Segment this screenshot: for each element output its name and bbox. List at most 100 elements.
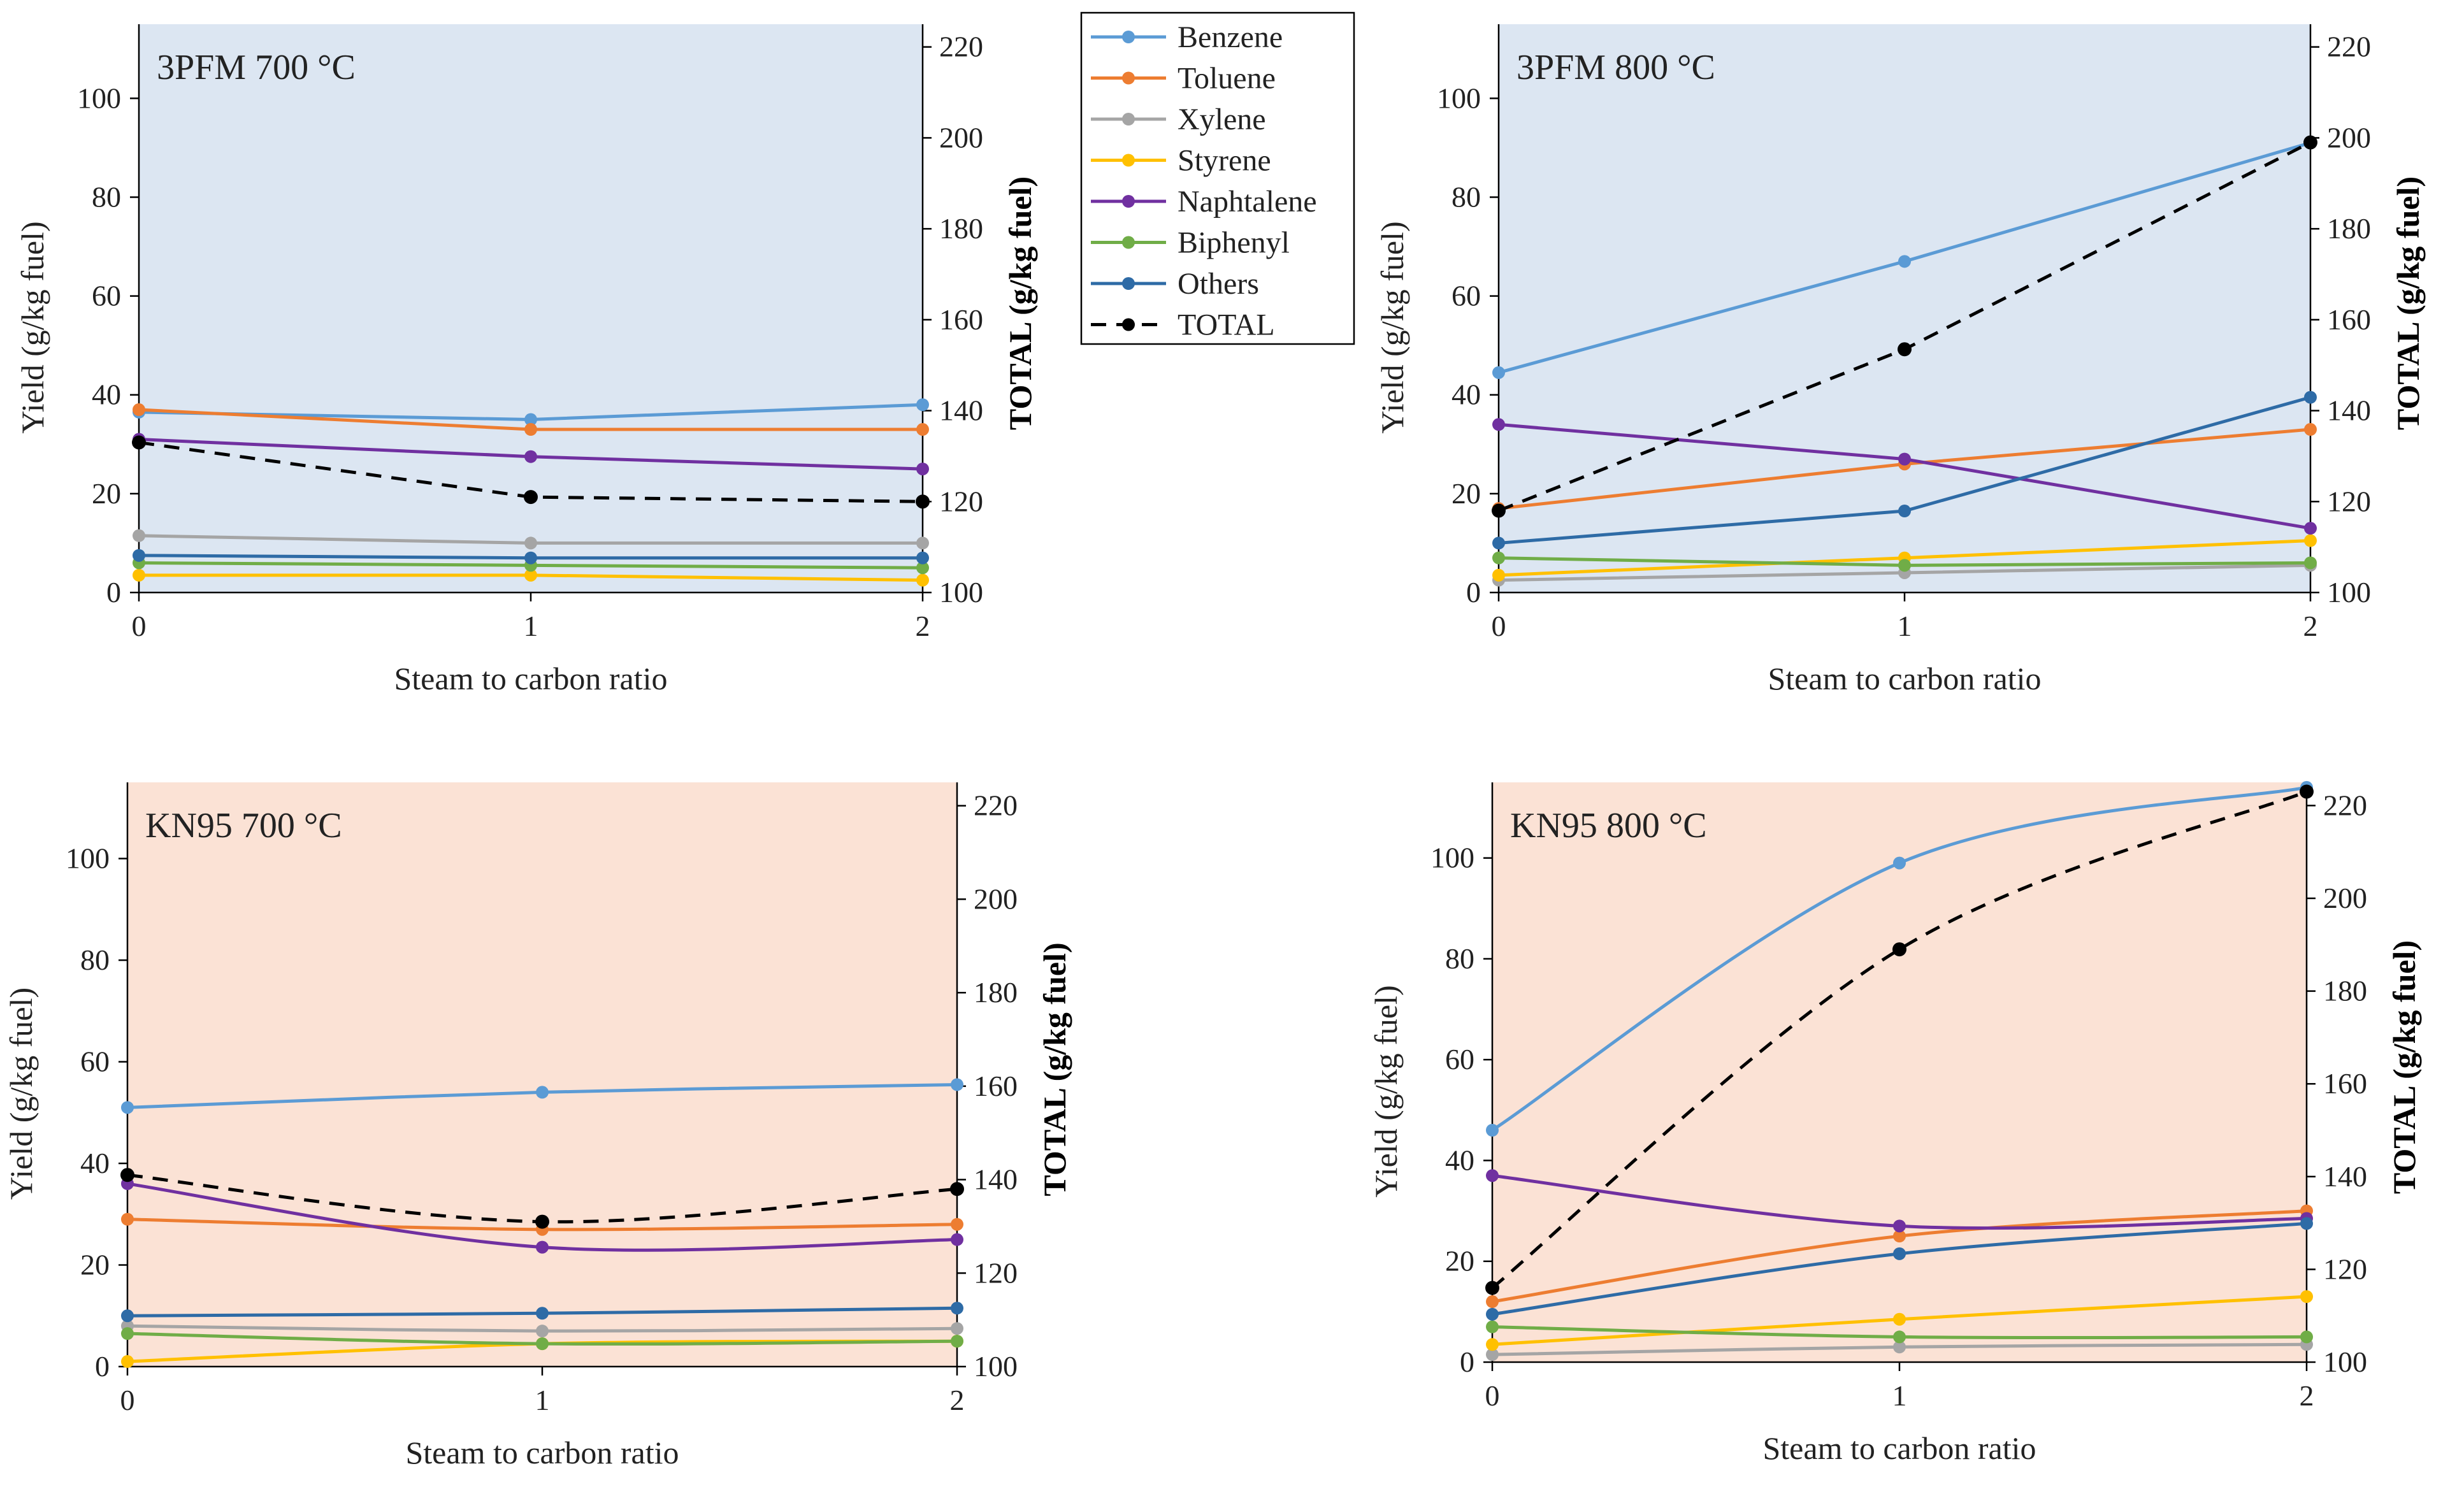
series-others: [133, 549, 929, 564]
chart-panel-3: 0 20 40 60 80 100 100 120 140 160 180 200 220 0 1 2 Stea…: [3, 782, 1072, 1470]
legend-label: Toluene: [1178, 62, 1276, 96]
data-point: [524, 490, 538, 505]
legend: Benzene Toluene Xylene Styrene Naphtalene Bip…: [1080, 11, 1355, 345]
x-axis-label: Steam to carbon ratio: [405, 1435, 679, 1470]
series-styrene: [1486, 1290, 2313, 1351]
data-point: [2304, 556, 2317, 570]
y2-tick-label: 120: [939, 485, 983, 517]
data-point: [951, 1322, 963, 1335]
legend-swatch-marker: [1122, 71, 1135, 85]
y2-tick-label: 200: [939, 121, 983, 154]
data-point: [916, 463, 929, 476]
series-total: [1492, 135, 2317, 518]
y-tick-label: 80: [1452, 180, 1481, 213]
legend-swatch-marker: [1122, 236, 1135, 249]
y2-axis-label: TOTAL (g/kg fuel): [2390, 176, 2426, 430]
y-tick-label: 20: [1452, 477, 1481, 510]
data-point: [1486, 1169, 1499, 1182]
data-point: [1486, 1338, 1499, 1351]
data-point: [2300, 784, 2314, 799]
y2-tick-label: 100: [2327, 576, 2371, 608]
y-tick-label: 0: [106, 576, 121, 608]
legend-item-biphenyl: Biphenyl: [1091, 226, 1290, 260]
data-point: [1898, 505, 1911, 518]
data-point: [1893, 1330, 1906, 1344]
series-others: [121, 1302, 963, 1323]
data-point: [1893, 1247, 1906, 1260]
chart-panel-4: 0 20 40 60 80 100 100 120 140 160 180 200 220 0 1 2 Stea…: [1368, 780, 2422, 1466]
x-tick-label: 0: [1485, 1379, 1500, 1412]
y-tick-label: 80: [92, 180, 121, 213]
data-point: [1492, 536, 1505, 550]
chart-panel-2: 0 20 40 60 80 100 100 120 140 160 180 200 220 0 1 2 Stea…: [1374, 24, 2426, 696]
x-tick-label: 0: [1492, 610, 1506, 642]
x-tick-label: 2: [916, 610, 930, 642]
y-tick-label: 60: [80, 1045, 110, 1078]
data-point: [1898, 559, 1911, 572]
series-total: [1485, 784, 2314, 1295]
chart-title: 3PFM 700 °C: [157, 48, 356, 87]
data-point: [2300, 1290, 2313, 1304]
data-point: [121, 1309, 134, 1323]
y-tick-label: 20: [1445, 1245, 1474, 1277]
data-point: [2304, 534, 2317, 547]
series-total: [132, 435, 930, 509]
series-others: [1492, 391, 2317, 550]
y-tick-label: 80: [1445, 942, 1474, 975]
y-axis-label: Yield (g/kg fuel): [1374, 221, 1410, 433]
y2-tick-label: 120: [2327, 485, 2371, 517]
y2-tick-label: 180: [939, 212, 983, 245]
y-tick-label: 20: [92, 477, 121, 510]
x-tick-label: 1: [1898, 610, 1912, 642]
series-benzene: [121, 1078, 963, 1114]
data-point: [132, 435, 146, 450]
data-point: [916, 536, 929, 550]
legend-item-others: Others: [1091, 267, 1259, 301]
y2-tick-label: 160: [2327, 303, 2371, 336]
y2-tick-label: 160: [974, 1070, 1018, 1102]
y-tick-label: 80: [80, 944, 110, 976]
x-tick-label: 1: [535, 1384, 550, 1416]
y-axis-label: Yield (g/kg fuel): [15, 221, 50, 433]
data-point: [524, 413, 537, 426]
data-point: [951, 1302, 963, 1315]
y-tick-label: 0: [1460, 1346, 1474, 1378]
y2-tick-label: 120: [2323, 1253, 2367, 1285]
y-tick-label: 0: [95, 1350, 110, 1383]
y2-tick-label: 200: [2327, 121, 2371, 154]
series-line: [1491, 790, 2307, 1289]
series-xylene: [133, 529, 929, 550]
legend-label: Styrene: [1178, 144, 1271, 178]
legend-item-xylene: Xylene: [1091, 103, 1266, 136]
series-biphenyl: [121, 1327, 963, 1351]
data-point: [121, 1355, 134, 1368]
x-axis-label: Steam to carbon ratio: [1768, 661, 2041, 696]
legend-item-styrene: Styrene: [1091, 144, 1271, 178]
y-tick-label: 0: [1466, 576, 1481, 608]
y-axis-label: Yield (g/kg fuel): [1368, 985, 1404, 1197]
y-tick-label: 100: [1437, 82, 1481, 114]
data-point: [121, 1327, 134, 1340]
y2-tick-label: 100: [974, 1350, 1018, 1383]
data-point: [536, 1240, 549, 1254]
x-axis-label: Steam to carbon ratio: [1762, 1430, 2036, 1466]
x-tick-label: 1: [1892, 1379, 1907, 1412]
legend-swatch-marker: [1122, 277, 1135, 290]
data-point: [1486, 1295, 1499, 1309]
y-tick-label: 60: [92, 280, 121, 312]
data-point: [2300, 1217, 2313, 1230]
y-tick-label: 40: [80, 1147, 110, 1179]
series-others: [1486, 1217, 2313, 1321]
y-tick-label: 100: [77, 82, 121, 114]
data-point: [2300, 1330, 2313, 1344]
data-point: [1486, 1307, 1499, 1321]
data-point: [1492, 568, 1505, 582]
series-biphenyl: [1486, 1320, 2313, 1344]
y2-tick-label: 180: [2327, 212, 2371, 245]
series-biphenyl: [1492, 551, 2317, 572]
data-point: [1892, 942, 1906, 957]
y-tick-label: 100: [66, 842, 110, 875]
data-point: [951, 1335, 963, 1348]
legend-label: Xylene: [1178, 103, 1266, 136]
y2-tick-label: 140: [974, 1163, 1018, 1196]
